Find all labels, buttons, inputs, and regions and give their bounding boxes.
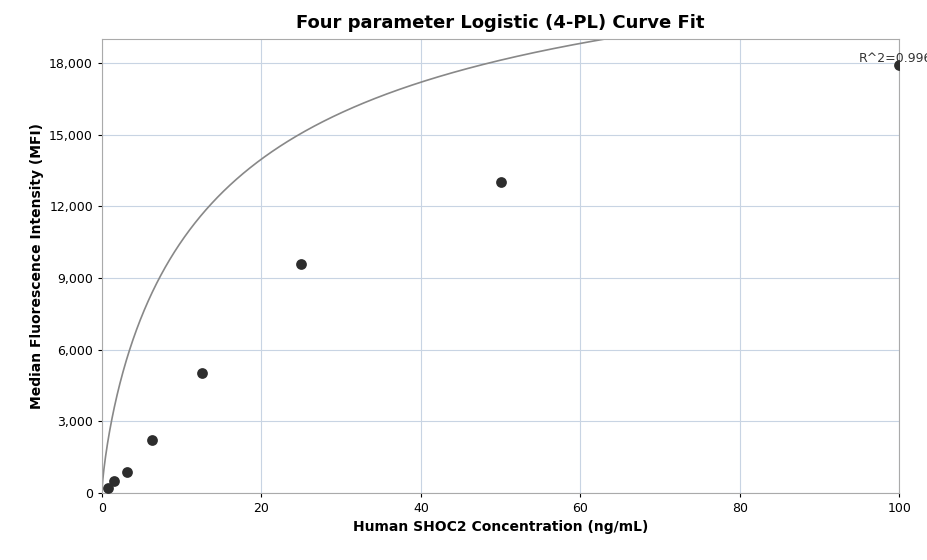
X-axis label: Human SHOC2 Concentration (ng/mL): Human SHOC2 Concentration (ng/mL) <box>353 520 648 534</box>
Point <box>107 477 121 486</box>
Text: R^2=0.9968: R^2=0.9968 <box>858 53 927 66</box>
Y-axis label: Median Fluorescence Intensity (MFI): Median Fluorescence Intensity (MFI) <box>30 123 44 409</box>
Point <box>294 259 309 268</box>
Point <box>101 484 116 493</box>
Title: Four parameter Logistic (4-PL) Curve Fit: Four parameter Logistic (4-PL) Curve Fit <box>297 14 705 32</box>
Point <box>194 369 209 378</box>
Point <box>892 61 907 70</box>
Point <box>120 468 134 477</box>
Point <box>145 436 159 445</box>
Point <box>493 178 508 187</box>
